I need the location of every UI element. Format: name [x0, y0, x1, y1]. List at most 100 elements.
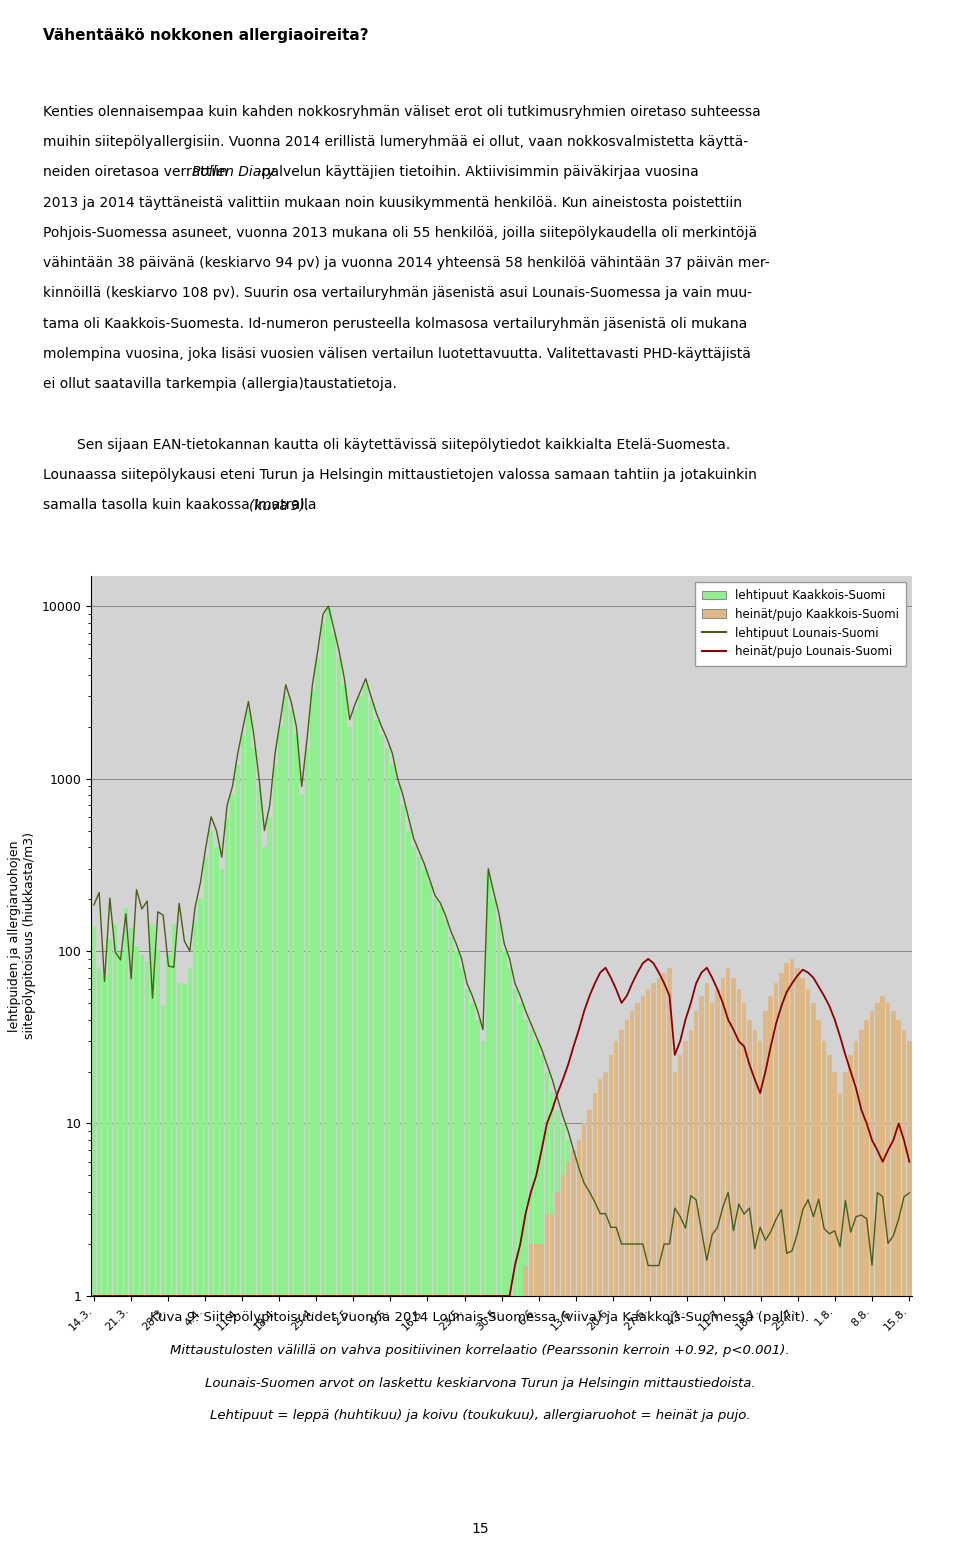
Bar	[742, 1003, 746, 1552]
lehtipuut Lounais-Suomi	[765, 1223, 777, 1242]
Bar	[571, 1162, 576, 1552]
Bar	[619, 1029, 624, 1552]
Bar	[684, 1234, 687, 1552]
Bar	[843, 1280, 848, 1552]
heinät/pujo Lounais-Suomi	[792, 967, 804, 986]
Bar	[577, 1141, 581, 1552]
Bar	[475, 1020, 480, 1552]
Bar	[507, 1296, 512, 1552]
Bar	[523, 1020, 528, 1552]
Bar	[150, 925, 155, 1552]
Bar	[667, 968, 672, 1552]
heinät/pujo Lounais-Suomi	[605, 968, 616, 987]
Bar	[651, 984, 656, 1552]
Bar	[145, 961, 150, 1552]
Bar	[145, 1296, 150, 1552]
Text: vähintään 38 päivänä (keskiarvo 94 pv) ja vuonna 2014 yhteensä 58 henkilöä vähin: vähintään 38 päivänä (keskiarvo 94 pv) j…	[43, 256, 770, 270]
Bar	[209, 1296, 213, 1552]
Bar	[427, 1296, 432, 1552]
Bar	[805, 989, 810, 1552]
Bar	[566, 1162, 570, 1552]
Bar	[331, 633, 336, 1552]
Bar	[460, 968, 464, 1552]
Bar	[811, 1220, 816, 1552]
Bar	[774, 1220, 779, 1552]
Bar	[694, 1010, 699, 1552]
Bar	[721, 978, 725, 1552]
Bar	[609, 1055, 613, 1552]
Bar	[289, 1296, 294, 1552]
Bar	[880, 1232, 885, 1552]
Bar	[897, 1232, 900, 1552]
Bar	[113, 925, 117, 1552]
Bar	[481, 1296, 485, 1552]
Bar	[257, 1296, 261, 1552]
Bar	[566, 1141, 570, 1552]
Bar	[897, 1020, 900, 1552]
Bar	[859, 1029, 864, 1552]
Bar	[598, 1214, 603, 1552]
Bar	[433, 1296, 437, 1552]
Bar	[166, 1296, 171, 1552]
Bar	[832, 1243, 837, 1552]
Text: Kenties olennaisempaa kuin kahden nokkosryhmän väliset erot oli tutkimusryhmien : Kenties olennaisempaa kuin kahden nokkos…	[43, 106, 761, 120]
Y-axis label: lehtipuiden ja allergiaruohojen
siitepölypitoisuus (hiukkasta/m3): lehtipuiden ja allergiaruohojen siitepöl…	[8, 832, 36, 1040]
heinät/pujo Lounais-Suomi	[642, 950, 654, 968]
Bar	[406, 830, 411, 1552]
Bar	[103, 1296, 107, 1552]
Bar	[444, 1296, 448, 1552]
Bar	[187, 968, 192, 1552]
Bar	[513, 1296, 517, 1552]
Bar	[640, 996, 645, 1552]
lehtipuut Lounais-Suomi	[323, 598, 334, 616]
Bar	[901, 1238, 906, 1552]
Bar	[732, 978, 735, 1552]
Bar	[518, 1296, 522, 1552]
Bar	[732, 1235, 735, 1552]
Bar	[193, 1296, 198, 1552]
Bar	[715, 989, 720, 1552]
Bar	[390, 1296, 395, 1552]
Bar	[592, 1093, 597, 1552]
Bar	[705, 984, 709, 1552]
Bar	[283, 1296, 288, 1552]
Bar	[273, 765, 277, 1552]
Text: Kuva 9. Siitepölypitoisuudet vuonna 2014 Lounais-Suomessa (viiva) ja Kaakkois-Su: Kuva 9. Siitepölypitoisuudet vuonna 2014…	[151, 1311, 809, 1324]
Bar	[726, 1262, 731, 1552]
Bar	[369, 702, 373, 1552]
Bar	[757, 1041, 762, 1552]
Text: muihin siitepölyallergisiin. Vuonna 2014 erillistä lumeryhmää ei ollut, vaan nok: muihin siitepölyallergisiin. Vuonna 2014…	[43, 135, 749, 149]
Bar	[849, 1055, 853, 1552]
Bar	[252, 748, 256, 1552]
Bar	[529, 1245, 533, 1552]
Bar	[268, 1296, 272, 1552]
Bar	[374, 1296, 378, 1552]
Bar	[614, 1245, 618, 1552]
Bar	[661, 1245, 666, 1552]
Bar	[646, 1265, 651, 1552]
Bar	[252, 1296, 256, 1552]
Bar	[688, 1221, 693, 1552]
Text: Lehtipuut = leppä (huhtikuu) ja koivu (toukukuu), allergiaruohot = heinät ja puj: Lehtipuut = leppä (huhtikuu) ja koivu (t…	[209, 1409, 751, 1422]
Bar	[492, 1296, 496, 1552]
Bar	[630, 1245, 635, 1552]
Bar	[150, 1296, 155, 1552]
Bar	[316, 1296, 320, 1552]
Bar	[108, 1296, 112, 1552]
Bar	[289, 709, 294, 1552]
Bar	[358, 697, 363, 1552]
Bar	[129, 928, 133, 1552]
Bar	[582, 1124, 587, 1552]
Bar	[588, 1110, 591, 1552]
Bar	[214, 847, 219, 1552]
Text: Lounais-Suomen arvot on laskettu keskiarvona Turun ja Helsingin mittaustiedoista: Lounais-Suomen arvot on laskettu keskiar…	[204, 1377, 756, 1389]
Bar	[657, 1245, 661, 1552]
Bar	[326, 1296, 330, 1552]
Bar	[422, 869, 426, 1552]
heinät/pujo Lounais-Suomi	[759, 1062, 771, 1080]
Bar	[571, 1150, 576, 1552]
Bar	[486, 1296, 491, 1552]
Bar	[470, 1003, 474, 1552]
Bar	[550, 1093, 555, 1552]
Bar	[678, 1242, 683, 1552]
